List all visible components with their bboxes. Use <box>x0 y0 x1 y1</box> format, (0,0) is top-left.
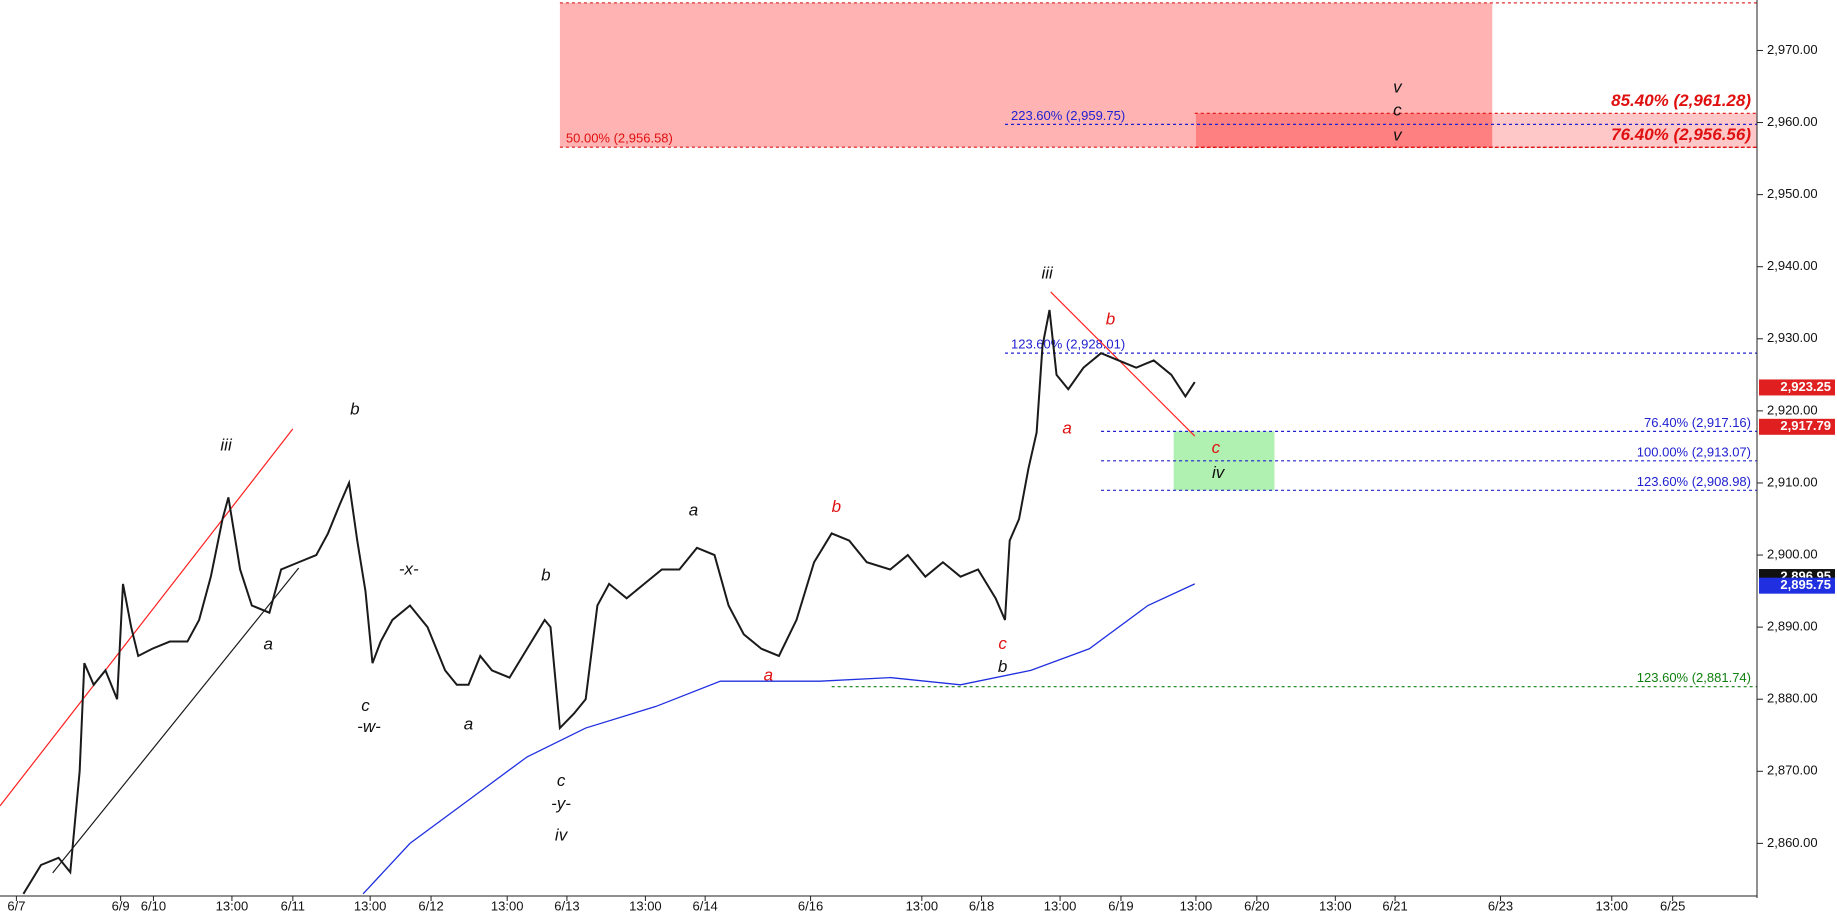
fib-label: 76.40% (2,956.56) <box>1611 125 1751 144</box>
price-tag <box>1759 577 1835 594</box>
price-tag-label: 2,895.75 <box>1780 577 1831 592</box>
x-tick-label: 6/10 <box>141 898 166 913</box>
wave-label: c <box>1393 100 1402 119</box>
y-tick-label: 2,940.00 <box>1767 258 1818 273</box>
fib-label: 123.60% (2,881.74) <box>1637 670 1751 685</box>
wave-label: -y- <box>551 794 571 813</box>
price-tag-label: 2,917.79 <box>1780 418 1831 433</box>
zone <box>1195 113 1493 148</box>
y-tick-label: 2,860.00 <box>1767 835 1818 850</box>
wave-label: iii <box>220 436 233 455</box>
x-tick-label: 13:00 <box>1595 898 1628 913</box>
x-tick-label: 6/11 <box>281 898 305 913</box>
x-tick-label: 6/9 <box>112 898 130 913</box>
wave-label: a <box>764 666 773 685</box>
fib-label: 100.00% (2,913.07) <box>1637 444 1751 459</box>
x-tick-label: 6/23 <box>1488 898 1513 913</box>
price-tag-label: 2,923.25 <box>1780 379 1831 394</box>
fib-label: 85.40% (2,961.28) <box>1611 91 1751 110</box>
wave-label: a <box>264 635 273 654</box>
x-tick-label: 13:00 <box>216 898 249 913</box>
y-tick-label: 2,930.00 <box>1767 330 1818 345</box>
wave-label: a <box>1062 418 1071 437</box>
x-tick-label: 13:00 <box>1180 898 1213 913</box>
wave-label: a <box>689 501 698 520</box>
series-line <box>22 309 1196 895</box>
wave-label: v <box>1393 126 1403 145</box>
wave-label: -x- <box>399 560 419 579</box>
y-tick-label: 2,950.00 <box>1767 186 1818 201</box>
x-tick-label: 6/13 <box>554 898 579 913</box>
y-tick-label: 2,960.00 <box>1767 114 1818 129</box>
x-tick-label: 13:00 <box>1044 898 1077 913</box>
x-tick-label: 13:00 <box>491 898 524 913</box>
wave-label: iv <box>555 826 569 845</box>
x-tick-label: 13:00 <box>629 898 662 913</box>
wave-label: b <box>1106 310 1115 329</box>
x-tick-label: 6/14 <box>692 898 717 913</box>
x-tick-label: 6/20 <box>1244 898 1269 913</box>
y-tick-label: 2,890.00 <box>1767 619 1818 634</box>
x-tick-label: 13:00 <box>354 898 387 913</box>
trendline <box>52 567 300 874</box>
wave-label: v <box>1393 77 1403 96</box>
y-tick-label: 2,900.00 <box>1767 546 1818 561</box>
wave-label: c <box>1212 438 1221 457</box>
y-tick-label: 2,970.00 <box>1767 42 1818 57</box>
y-tick-label: 2,870.00 <box>1767 763 1818 778</box>
x-tick-label: 13:00 <box>906 898 939 913</box>
fib-label: 123.60% (2,928.01) <box>1011 337 1125 352</box>
series-line <box>362 583 1196 895</box>
price-tag <box>1759 418 1835 435</box>
fib-label: 123.60% (2,908.98) <box>1637 474 1751 489</box>
wave-label: iv <box>1212 463 1226 482</box>
fib-label: 50.00% (2,956.58) <box>566 131 673 146</box>
x-tick-label: 6/21 <box>1382 898 1407 913</box>
x-tick-label: 6/18 <box>969 898 994 913</box>
y-tick-label: 2,910.00 <box>1767 474 1818 489</box>
trendline <box>1050 291 1196 437</box>
x-tick-label: 6/25 <box>1660 898 1685 913</box>
wave-label: b <box>541 565 550 584</box>
wave-label: -w- <box>357 717 381 736</box>
wave-label: c <box>557 771 566 790</box>
x-tick-label: 6/7 <box>7 898 25 913</box>
x-tick-label: 6/16 <box>798 898 823 913</box>
fib-label: 223.60% (2,959.75) <box>1011 108 1125 123</box>
x-tick-label: 13:00 <box>1319 898 1352 913</box>
price-tag <box>1759 379 1835 396</box>
y-tick-label: 2,920.00 <box>1767 402 1818 417</box>
wave-label: c <box>361 696 370 715</box>
zone <box>1492 113 1757 148</box>
wave-label: a <box>464 715 473 734</box>
wave-label: iii <box>1042 263 1055 282</box>
x-tick-label: 6/19 <box>1108 898 1133 913</box>
x-tick-label: 6/12 <box>418 898 443 913</box>
wave-label: b <box>350 400 359 419</box>
wave-label: b <box>998 657 1007 676</box>
trendline <box>0 428 294 807</box>
wave-label: c <box>998 634 1007 653</box>
wave-label: b <box>832 497 841 516</box>
y-tick-label: 2,880.00 <box>1767 691 1818 706</box>
fib-label: 76.40% (2,917.16) <box>1644 415 1751 430</box>
